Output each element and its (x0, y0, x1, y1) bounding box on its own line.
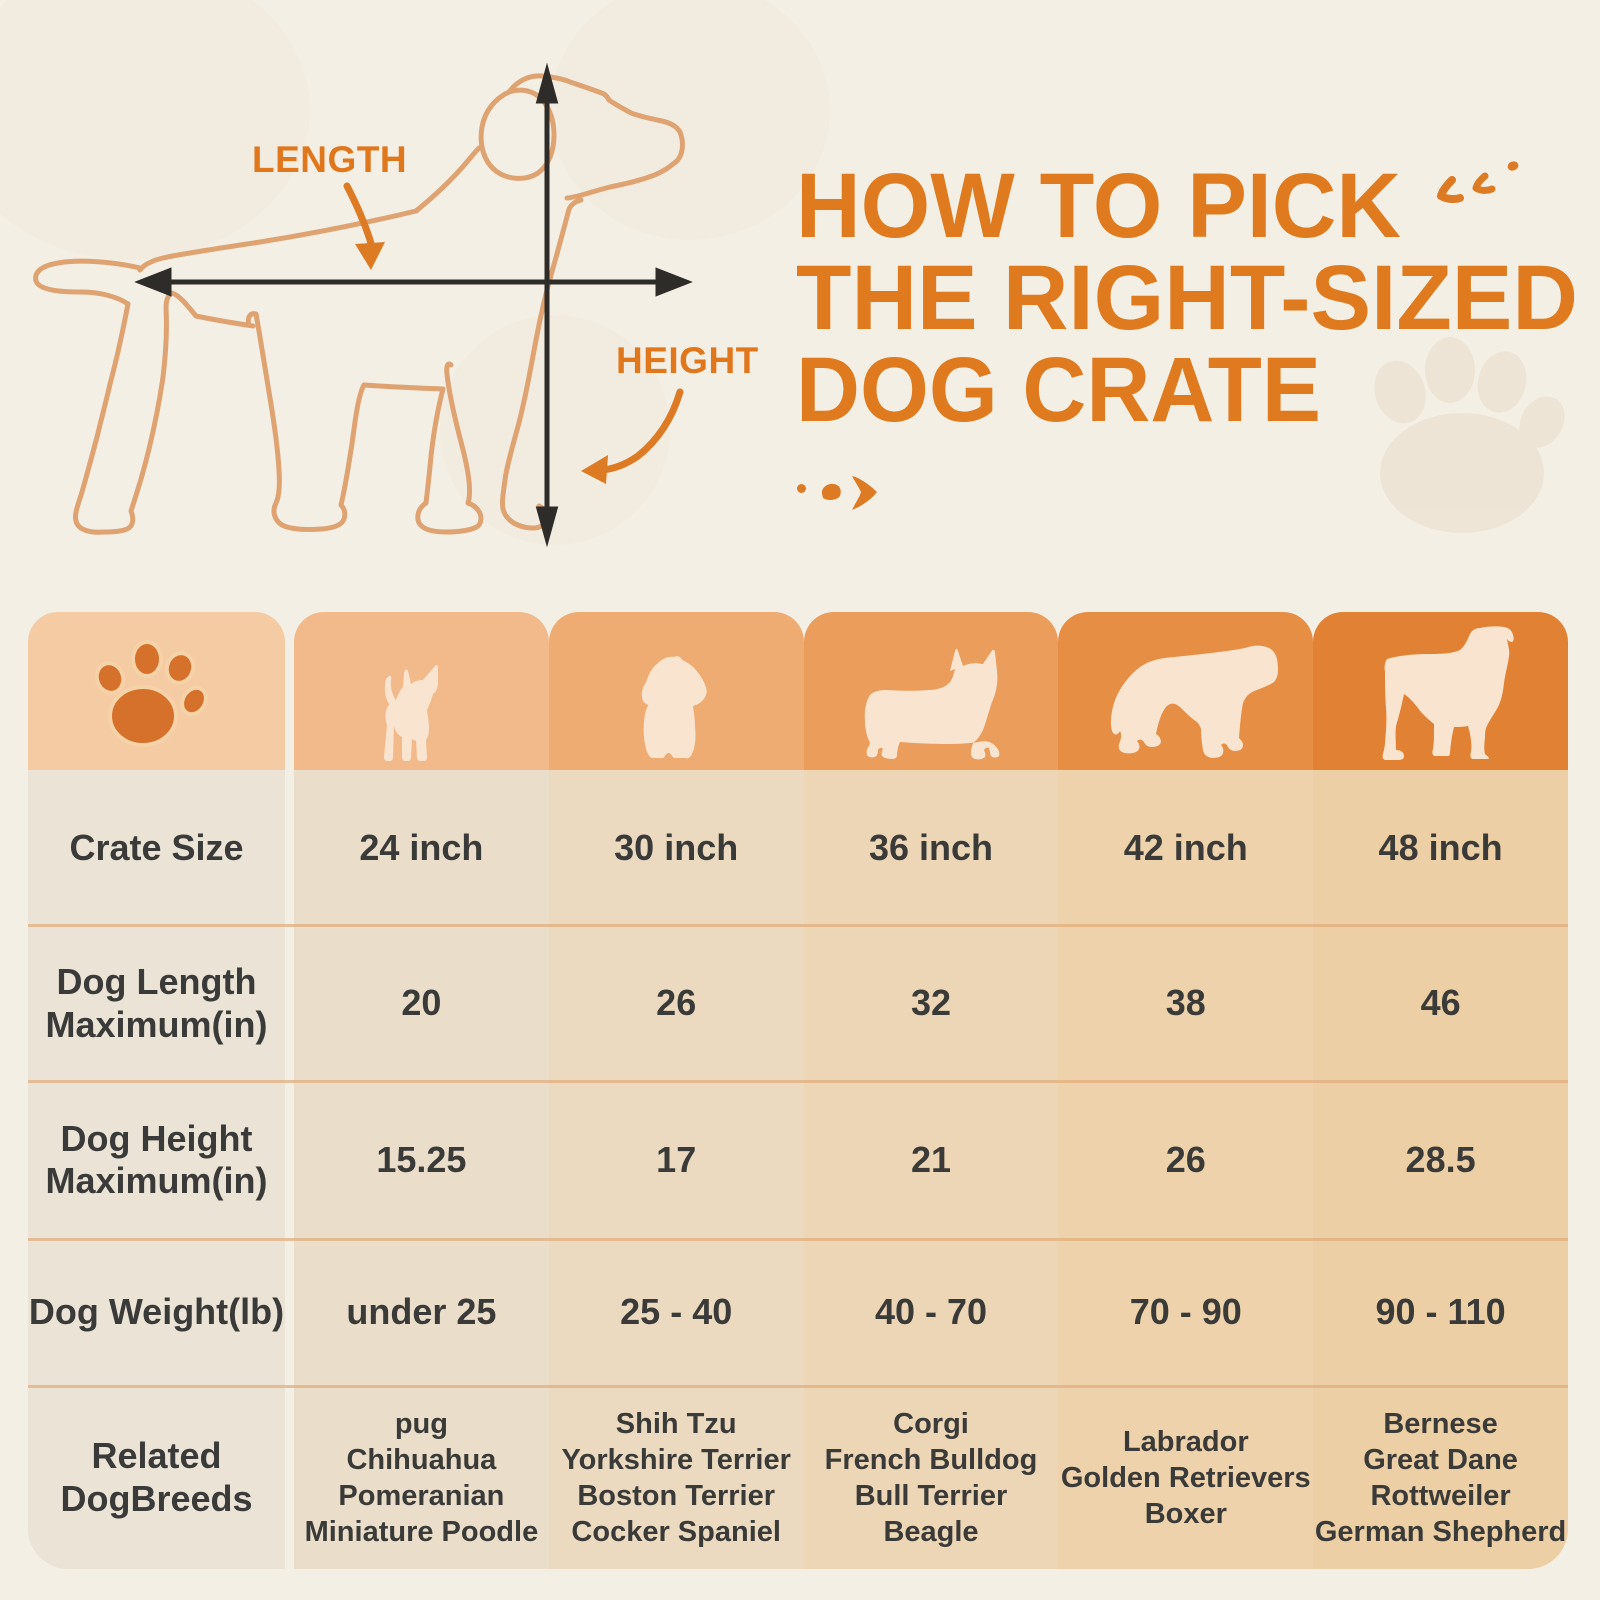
svg-text:HEIGHT: HEIGHT (616, 340, 759, 381)
svg-text:LENGTH: LENGTH (252, 139, 407, 180)
